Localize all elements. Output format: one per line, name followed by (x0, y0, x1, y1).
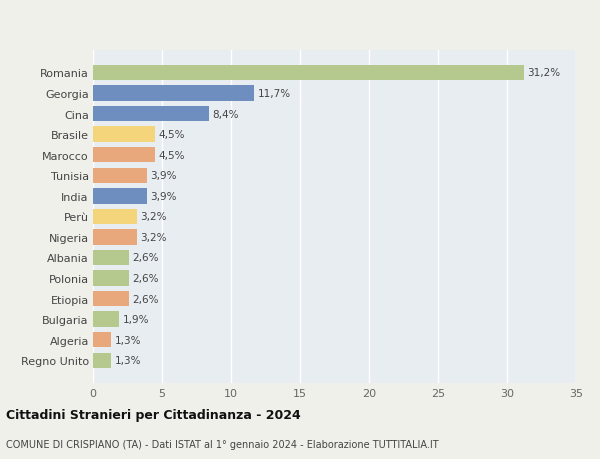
Bar (93, 291, 129, 307)
Text: 3,2%: 3,2% (140, 232, 167, 242)
Bar (93, 189, 147, 204)
Text: 3,9%: 3,9% (150, 171, 177, 181)
Bar (93, 106, 209, 122)
Text: 2,6%: 2,6% (133, 253, 159, 263)
Text: 4,5%: 4,5% (158, 130, 185, 140)
Bar (93, 230, 137, 245)
Bar (93, 332, 111, 347)
Legend:  (330, 20, 339, 29)
Bar (93, 127, 155, 143)
Bar (93, 250, 129, 266)
Bar (93, 148, 155, 163)
Text: 2,6%: 2,6% (133, 294, 159, 304)
Text: 1,3%: 1,3% (115, 355, 141, 365)
Text: 3,9%: 3,9% (150, 191, 177, 202)
Text: 31,2%: 31,2% (527, 68, 560, 78)
Bar (93, 353, 111, 368)
Text: 3,2%: 3,2% (140, 212, 167, 222)
Bar (93, 271, 129, 286)
Text: 11,7%: 11,7% (258, 89, 291, 99)
Text: Cittadini Stranieri per Cittadinanza - 2024: Cittadini Stranieri per Cittadinanza - 2… (6, 408, 301, 421)
Text: 8,4%: 8,4% (212, 109, 239, 119)
Text: 1,3%: 1,3% (115, 335, 141, 345)
Bar (93, 66, 524, 81)
Text: COMUNE DI CRISPIANO (TA) - Dati ISTAT al 1° gennaio 2024 - Elaborazione TUTTITAL: COMUNE DI CRISPIANO (TA) - Dati ISTAT al… (6, 440, 439, 449)
Text: 2,6%: 2,6% (133, 274, 159, 283)
Bar (93, 312, 119, 327)
Bar (93, 86, 254, 101)
Bar (93, 168, 147, 184)
Text: 1,9%: 1,9% (122, 314, 149, 325)
Bar (93, 209, 137, 224)
Text: 4,5%: 4,5% (158, 151, 185, 160)
